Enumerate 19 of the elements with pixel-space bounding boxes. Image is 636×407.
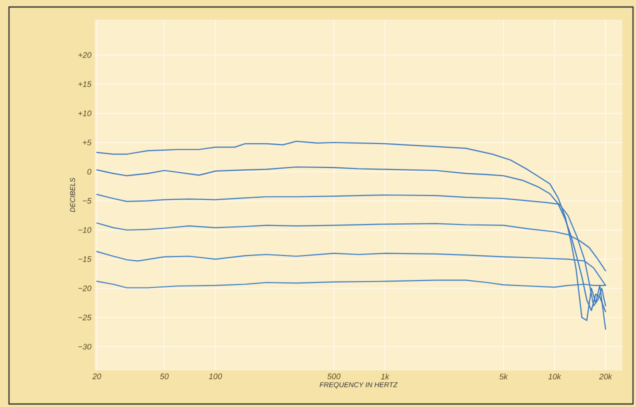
y-tick-label: +15 (78, 81, 92, 87)
x-tick-label: 1k (380, 374, 390, 380)
y-tick-label: −25 (78, 314, 92, 320)
x-tick-label: 100 (208, 374, 222, 380)
y-tick-label: −5 (82, 198, 92, 204)
y-tick-label: −10 (78, 227, 92, 233)
y-tick-label: 0 (87, 168, 92, 174)
y-tick-label: +10 (78, 110, 92, 116)
x-tick-label: 5k (499, 374, 508, 380)
x-tick-label: 20k (599, 374, 612, 380)
y-tick-label: −15 (78, 256, 92, 262)
y-tick-label: +20 (78, 52, 92, 58)
x-tick-label: 10k (548, 374, 562, 380)
y-tick-label: −30 (78, 344, 92, 350)
y-tick-label: −20 (78, 286, 92, 292)
x-tick-label: 500 (327, 374, 341, 380)
y-tick-label: +5 (82, 140, 92, 146)
x-tick-label: 20 (92, 374, 102, 380)
x-tick-label: 50 (160, 374, 169, 380)
